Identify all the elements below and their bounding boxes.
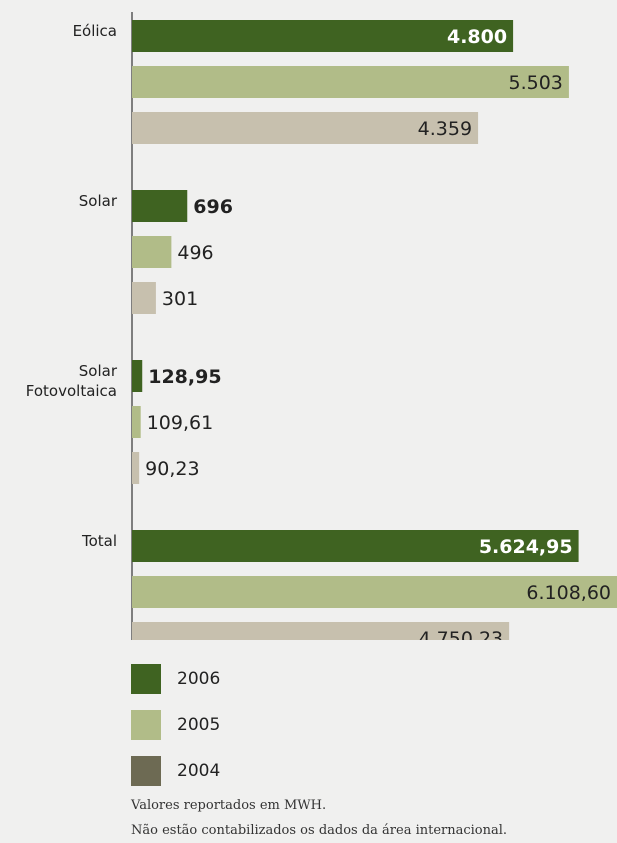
value-label: 109,61 (147, 412, 213, 434)
bar-2005 (132, 406, 141, 438)
bar-2005 (132, 66, 569, 98)
category-label: Total (81, 532, 117, 550)
footnote-units: Valores reportados em MWH. (131, 798, 327, 813)
value-label: 5.503 (509, 72, 563, 94)
legend-item-2005: 2005 (131, 702, 220, 748)
bar-2004 (132, 112, 479, 144)
legend-item-2006: 2006 (131, 656, 220, 702)
value-label: 6.108,60 (526, 582, 611, 604)
footnote-international: Não estão contabilizados os dados da áre… (131, 823, 508, 838)
footnotes: Valores reportados em MWH. Não estão con… (131, 793, 507, 843)
bar-2006 (132, 530, 579, 562)
bar-2006 (132, 20, 514, 52)
value-label: 696 (193, 196, 233, 218)
bar-2006 (132, 360, 143, 392)
value-label: 301 (162, 288, 198, 310)
bar-2005 (132, 236, 172, 268)
bar-chart: Eólica 4.800 5.503 4.359 Solar 696 496 301 Solar… (26, 12, 617, 640)
legend: 2006 2005 2004 (131, 656, 220, 794)
bar-2005 (132, 576, 617, 608)
legend-label-2004: 2004 (177, 761, 221, 781)
value-label: 4.359 (418, 118, 472, 140)
bar-2004 (132, 452, 140, 484)
category-label: Solar Fotovoltaica (26, 362, 118, 400)
bar-2004 (132, 282, 156, 314)
value-label: 496 (177, 242, 213, 264)
category-label: Eólica (73, 22, 117, 40)
value-label: 4.750,23 (419, 628, 504, 640)
value-label: 4.800 (447, 26, 507, 48)
category-label: Solar (79, 192, 118, 210)
legend-swatch-2004 (131, 756, 161, 786)
bar-2004 (132, 622, 510, 640)
legend-swatch-2005 (131, 710, 161, 740)
bar-2006 (132, 190, 188, 222)
legend-label-2006: 2006 (177, 669, 221, 689)
value-label: 128,95 (148, 366, 221, 388)
legend-item-2004: 2004 (131, 748, 220, 794)
value-label: 90,23 (145, 458, 199, 480)
legend-swatch-2006 (131, 664, 161, 694)
value-label: 5.624,95 (479, 536, 573, 558)
legend-label-2005: 2005 (177, 715, 221, 735)
